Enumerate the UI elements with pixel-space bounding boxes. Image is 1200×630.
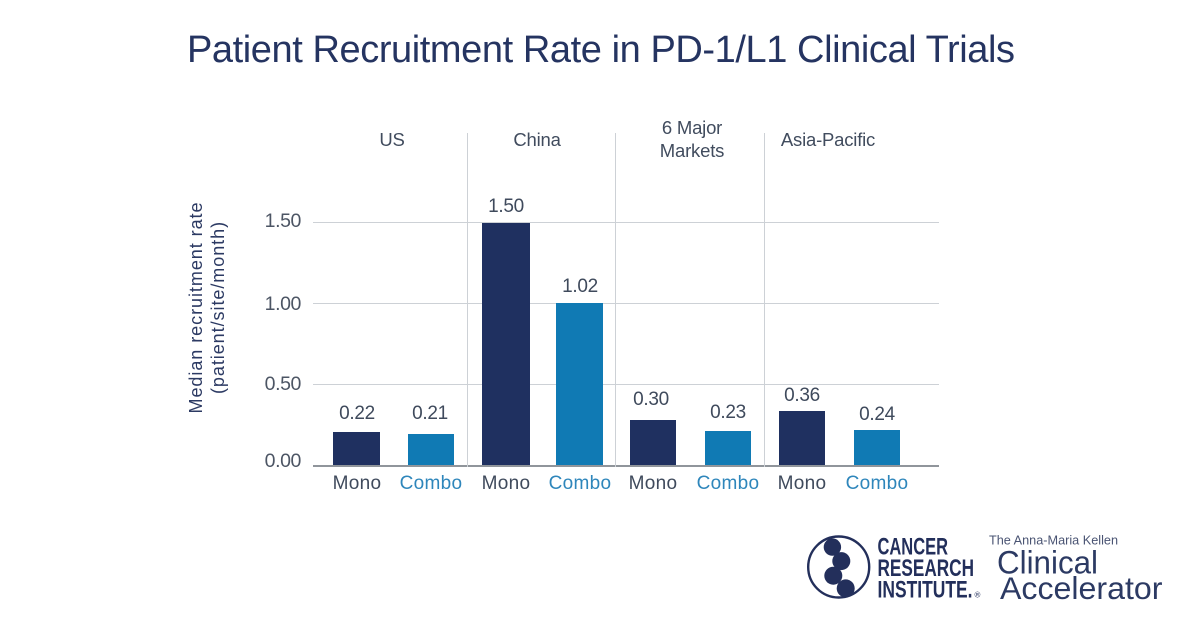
svg-text:The Anna-Maria Kellen: The Anna-Maria Kellen [989, 533, 1118, 548]
svg-text:CANCER: CANCER [878, 533, 949, 560]
svg-text:RESEARCH: RESEARCH [878, 555, 975, 582]
svg-text:INSTITUTE.: INSTITUTE. [878, 576, 973, 603]
svg-text:®: ® [975, 591, 981, 600]
svg-text:Accelerator: Accelerator [1000, 570, 1163, 606]
svg-text:Clinical: Clinical [997, 545, 1098, 581]
